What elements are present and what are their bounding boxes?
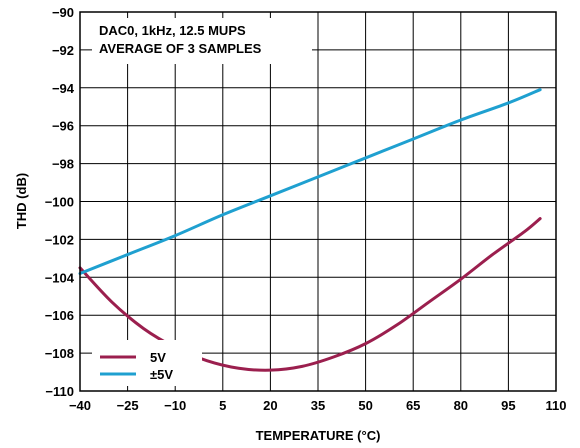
x-tick-label: 80 <box>454 398 468 413</box>
plot-frame <box>79 11 557 392</box>
y-tick-label: −110 <box>45 384 74 399</box>
series-line-5v <box>78 217 542 372</box>
y-axis-title: THD (dB) <box>14 173 29 229</box>
y-tick-label: −90 <box>52 5 74 20</box>
y-tick-label: −102 <box>45 232 74 247</box>
y-tick-label: −100 <box>45 195 74 210</box>
x-tick-label: 110 <box>546 398 567 413</box>
x-tick-label: 20 <box>263 398 277 413</box>
x-axis-title: TEMPERATURE (°C) <box>256 428 381 443</box>
annotation-box <box>92 18 312 64</box>
x-tick-label: −40 <box>69 398 91 413</box>
x-tick-label: −10 <box>164 398 186 413</box>
annotation-line-2: AVERAGE OF 3 SAMPLES <box>99 41 262 56</box>
series-lines <box>78 88 542 372</box>
x-tick-label: 50 <box>358 398 372 413</box>
series-line-pm5v <box>78 88 542 276</box>
y-tick-label: −106 <box>45 308 74 323</box>
x-tick-label: 35 <box>311 398 325 413</box>
x-tick-labels: −40 −25 −10 5 20 35 50 65 80 95 110 <box>69 398 567 413</box>
y-tick-labels: −90 −92 −94 −96 −98 −100 −102 −104 −106 −108 −110 <box>45 5 75 399</box>
y-tick-label: −96 <box>52 119 74 134</box>
x-tick-label: 5 <box>219 398 226 413</box>
legend-label-5v: 5V <box>150 350 166 365</box>
legend-box <box>92 340 202 386</box>
y-tick-label: −94 <box>52 81 75 96</box>
legend-label-pm5v: ±5V <box>150 367 173 382</box>
x-tick-label: 65 <box>406 398 420 413</box>
x-tick-label: −25 <box>117 398 139 413</box>
y-tick-label: −92 <box>52 43 74 58</box>
x-tick-label: 95 <box>501 398 515 413</box>
y-tick-label: −104 <box>45 270 75 285</box>
y-tick-label: −98 <box>52 157 74 172</box>
y-tick-label: −108 <box>45 346 74 361</box>
annotation-line-1: DAC0, 1kHz, 12.5 MUPS <box>99 23 246 38</box>
